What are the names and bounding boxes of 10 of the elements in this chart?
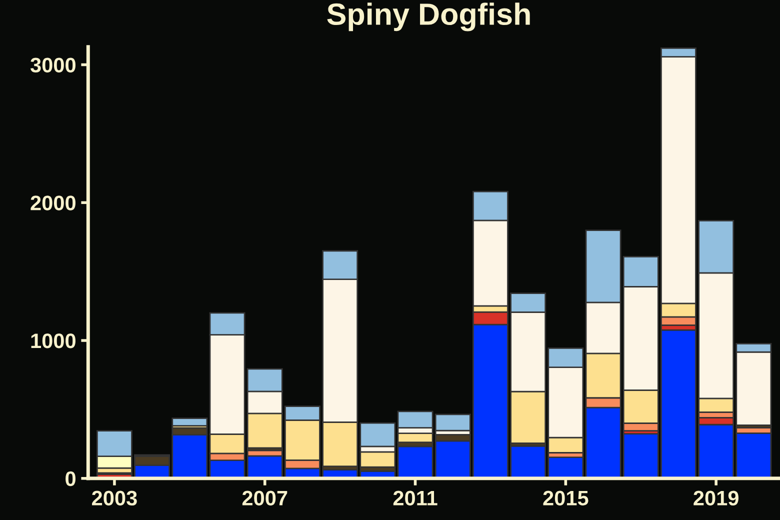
y-tick-label: 0 — [66, 471, 76, 486]
chart-title: Spiny Dogfish — [327, 2, 530, 32]
x-tick-label: 2019 — [694, 490, 738, 506]
x-tick-label: 2011 — [393, 490, 438, 506]
y-tick-label: 3000 — [30, 58, 76, 73]
x-tick-label: 2007 — [242, 490, 288, 506]
x-tick-label: 2015 — [543, 490, 588, 506]
x-tick-label: 2003 — [92, 490, 137, 506]
y-tick-label: 1000 — [31, 334, 76, 348]
y-tick-label: 2000 — [30, 196, 76, 210]
